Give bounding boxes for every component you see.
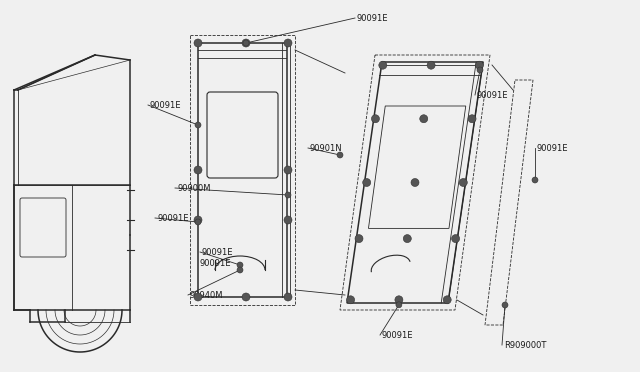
- Circle shape: [532, 177, 538, 183]
- Circle shape: [502, 302, 508, 308]
- Circle shape: [396, 302, 402, 308]
- Circle shape: [242, 293, 250, 301]
- Circle shape: [477, 67, 483, 73]
- Circle shape: [194, 39, 202, 47]
- Circle shape: [420, 115, 428, 123]
- Text: 90901N: 90901N: [310, 144, 342, 153]
- Text: 90091E: 90091E: [150, 100, 182, 109]
- Circle shape: [284, 166, 292, 174]
- Circle shape: [443, 296, 451, 304]
- Circle shape: [371, 115, 380, 123]
- Circle shape: [363, 179, 371, 186]
- Text: 90940M: 90940M: [190, 291, 223, 299]
- Circle shape: [452, 235, 460, 243]
- Text: 90091E: 90091E: [477, 90, 509, 99]
- Circle shape: [242, 39, 250, 47]
- Circle shape: [284, 216, 292, 224]
- Text: 90091E: 90091E: [200, 259, 232, 267]
- Circle shape: [194, 166, 202, 174]
- Circle shape: [460, 179, 467, 186]
- Text: 90091E: 90091E: [382, 330, 413, 340]
- Circle shape: [395, 296, 403, 304]
- Text: 90091E: 90091E: [357, 13, 388, 22]
- Circle shape: [337, 152, 343, 158]
- Text: 90091E: 90091E: [157, 214, 189, 222]
- Circle shape: [237, 267, 243, 273]
- Circle shape: [285, 192, 291, 198]
- Circle shape: [476, 61, 483, 69]
- Text: R909000T: R909000T: [504, 340, 547, 350]
- Circle shape: [284, 293, 292, 301]
- Circle shape: [411, 179, 419, 186]
- Circle shape: [237, 262, 243, 268]
- Circle shape: [427, 61, 435, 69]
- Circle shape: [194, 216, 202, 224]
- Text: 90091E: 90091E: [537, 144, 568, 153]
- Circle shape: [347, 296, 355, 304]
- Circle shape: [468, 115, 476, 123]
- Text: 90091E: 90091E: [202, 247, 234, 257]
- Circle shape: [195, 122, 201, 128]
- Text: 90900M: 90900M: [177, 183, 211, 192]
- Circle shape: [284, 39, 292, 47]
- Circle shape: [194, 293, 202, 301]
- Circle shape: [195, 219, 201, 225]
- Circle shape: [379, 61, 387, 69]
- Circle shape: [403, 235, 412, 243]
- Circle shape: [243, 40, 249, 46]
- Circle shape: [355, 235, 363, 243]
